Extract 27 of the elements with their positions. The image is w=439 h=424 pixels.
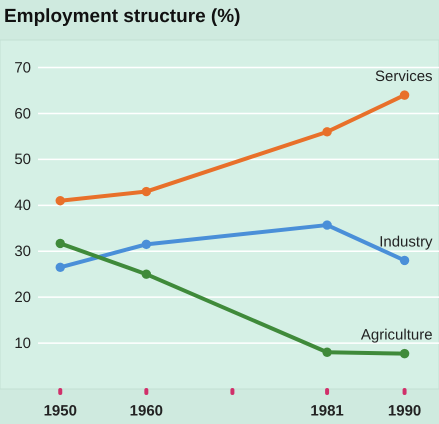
point <box>56 262 65 272</box>
y-tick-label: 30 <box>14 243 31 260</box>
point <box>400 348 410 358</box>
x-tick-label: 1981 <box>310 402 344 420</box>
point <box>142 240 152 250</box>
point <box>322 348 332 357</box>
y-tick-label: 10 <box>14 334 31 352</box>
point <box>56 196 65 206</box>
series-label: Industry <box>379 233 434 250</box>
x-tick-label: 1960 <box>130 402 164 420</box>
y-tick-label: 40 <box>14 197 31 214</box>
point <box>322 127 332 137</box>
y-tick-label: 60 <box>14 105 31 122</box>
point <box>56 238 65 248</box>
x-tick-label: 1990 <box>388 402 422 420</box>
point <box>400 256 410 266</box>
point <box>142 269 152 279</box>
series-label: Agriculture <box>360 326 433 344</box>
point <box>142 186 152 196</box>
chart-title: Employment structure (%) <box>4 6 240 27</box>
y-tick-label: 70 <box>14 59 31 76</box>
y-tick-label: 20 <box>14 288 31 306</box>
point <box>322 220 332 230</box>
y-tick-label: 50 <box>14 151 31 168</box>
series-label: Services <box>375 68 433 86</box>
point <box>400 90 410 100</box>
x-tick-label: 1950 <box>44 402 77 420</box>
